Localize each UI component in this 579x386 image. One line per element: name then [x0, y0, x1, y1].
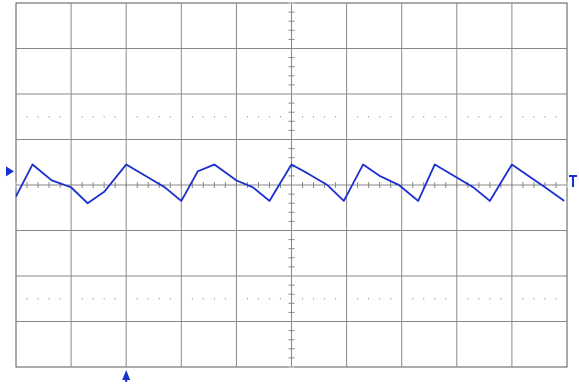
grid-dot	[324, 298, 326, 300]
grid-dot	[379, 298, 381, 300]
grid-dot	[478, 298, 480, 300]
grid-dot	[59, 298, 61, 300]
grid-dot	[335, 116, 337, 118]
grid-dot	[423, 116, 425, 118]
grid-dot	[158, 298, 160, 300]
grid-dot	[489, 116, 491, 118]
grid-dot	[478, 116, 480, 118]
grid-dot	[357, 298, 359, 300]
grid-dot	[169, 298, 171, 300]
grid-dot	[489, 298, 491, 300]
grid-dot	[324, 116, 326, 118]
axis-subdivision-ticks	[15, 2, 568, 368]
grid-dot	[522, 116, 524, 118]
grid-dot	[379, 116, 381, 118]
grid-dot	[257, 116, 259, 118]
grid-dot	[544, 116, 546, 118]
grid-dot	[412, 298, 414, 300]
grid-dot	[81, 298, 83, 300]
grid-dot	[533, 298, 535, 300]
grid-dot	[544, 298, 546, 300]
grid-dot	[434, 298, 436, 300]
grid-dot	[555, 298, 557, 300]
grid-dot	[390, 116, 392, 118]
grid-dot	[313, 298, 315, 300]
grid-dot	[423, 298, 425, 300]
grid-dot	[522, 298, 524, 300]
grid-dot	[213, 116, 215, 118]
grid-dot	[26, 298, 28, 300]
grid-dot	[191, 298, 193, 300]
grid-dot	[533, 116, 535, 118]
grid-dot	[26, 116, 28, 118]
signal-trace	[15, 163, 565, 205]
grid-dot	[92, 298, 94, 300]
grid-dot	[279, 298, 281, 300]
grid-dot	[467, 116, 469, 118]
channel-ground-marker-icon	[6, 166, 14, 177]
grid-dot	[114, 298, 116, 300]
grid-dot	[48, 116, 50, 118]
grid-dot	[169, 116, 171, 118]
grid-dot	[445, 116, 447, 118]
grid-dot	[224, 116, 226, 118]
grid-dot	[313, 116, 315, 118]
grid-dot	[114, 116, 116, 118]
grid-dot	[500, 298, 502, 300]
grid-dot	[467, 298, 469, 300]
grid-dot	[390, 298, 392, 300]
grid-dot	[103, 116, 105, 118]
grid-dot	[335, 298, 337, 300]
grid-dot	[500, 116, 502, 118]
grid-dot	[158, 116, 160, 118]
grid-dot	[224, 298, 226, 300]
trigger-position-arrow-icon	[122, 370, 131, 380]
grid-dot	[92, 116, 94, 118]
grid-dot	[268, 298, 270, 300]
grid-dot	[103, 298, 105, 300]
grid-dot	[48, 298, 50, 300]
grid-dot	[434, 116, 436, 118]
grid-dot	[302, 116, 304, 118]
grid-dot	[412, 116, 414, 118]
grid-dot	[147, 116, 149, 118]
grid-dot	[136, 298, 138, 300]
grid-dot	[191, 116, 193, 118]
grid-dot	[368, 298, 370, 300]
grid-dot	[37, 298, 39, 300]
grid-dot	[279, 116, 281, 118]
grid-dot	[368, 116, 370, 118]
grid-dot	[213, 298, 215, 300]
grid-dot	[268, 116, 270, 118]
grid-dot	[357, 116, 359, 118]
grid-dot	[246, 116, 248, 118]
grid-dot	[59, 116, 61, 118]
grid-dot	[136, 116, 138, 118]
grid-dot	[147, 298, 149, 300]
grid-dot	[81, 116, 83, 118]
grid-dot	[302, 298, 304, 300]
grid-dot	[257, 298, 259, 300]
marker-layer	[6, 166, 577, 382]
grid-dot	[246, 298, 248, 300]
grid-dot	[555, 116, 557, 118]
grid-dot	[202, 116, 204, 118]
grid-dot	[445, 298, 447, 300]
grid-dot	[37, 116, 39, 118]
grid-dot	[202, 298, 204, 300]
